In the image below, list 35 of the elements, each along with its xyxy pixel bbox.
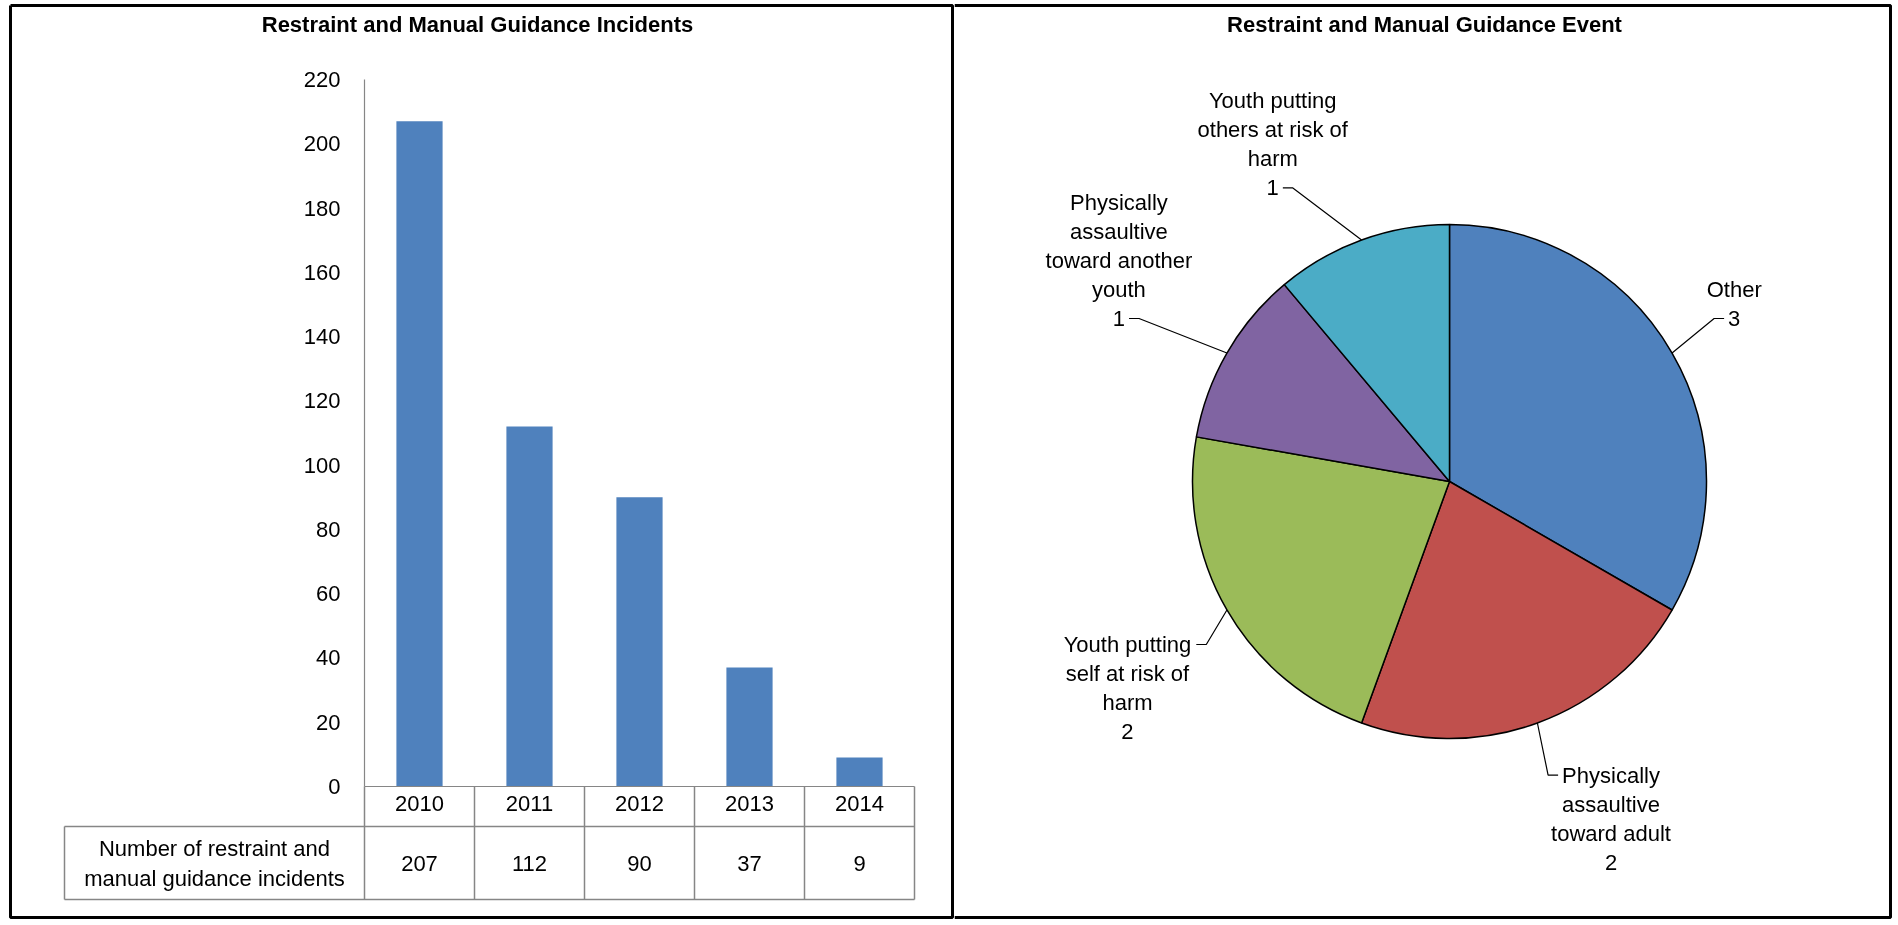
y-tick-label: 200 bbox=[303, 131, 341, 157]
x-tick-label: 2012 bbox=[615, 790, 664, 816]
slice-label: Other bbox=[1706, 277, 1762, 302]
data-label: 207 bbox=[401, 850, 438, 876]
slice-label: Youth putting others at risk of harm bbox=[1197, 88, 1349, 172]
data-label: 9 bbox=[853, 850, 866, 876]
chart-title: Restraint and Manual Guidance Incidents bbox=[261, 12, 694, 37]
y-tick-label: 100 bbox=[303, 452, 341, 478]
y-tick-label: 40 bbox=[316, 645, 341, 671]
y-tick-label: 140 bbox=[303, 324, 341, 350]
y-tick-label: 160 bbox=[303, 259, 341, 285]
data-label: 1 bbox=[1112, 306, 1126, 331]
y-tick-label: 60 bbox=[316, 581, 341, 607]
y-tick-label: 0 bbox=[328, 774, 341, 799]
slice-label: Physically assaultive toward adult bbox=[1551, 762, 1671, 846]
x-tick-label: 2010 bbox=[395, 790, 444, 816]
chart-title: Restraint and Manual Guidance Event bbox=[1227, 12, 1623, 37]
y-tick-label: 120 bbox=[303, 388, 341, 414]
y-tick-label: 180 bbox=[303, 195, 341, 221]
x-tick-label: 2014 bbox=[835, 790, 884, 816]
data-label: 90 bbox=[627, 850, 652, 876]
slice-label: Physically assaultive toward another youth bbox=[1045, 190, 1193, 302]
data-label: 37 bbox=[737, 850, 762, 876]
data-label: 112 bbox=[511, 850, 548, 876]
x-tick-label: 2011 bbox=[505, 790, 554, 816]
data-label: 3 bbox=[1728, 306, 1741, 331]
y-tick-label: 20 bbox=[316, 709, 341, 735]
y-tick-label: 220 bbox=[303, 67, 341, 92]
slice-label: Youth putting self at risk of harm bbox=[1063, 632, 1192, 715]
data-label: 1 bbox=[1266, 175, 1279, 201]
data-label: 2 bbox=[1121, 719, 1134, 744]
y-tick-label: 80 bbox=[316, 516, 341, 542]
data-label: 2 bbox=[1604, 849, 1618, 875]
x-tick-label: 2013 bbox=[725, 790, 774, 816]
text: Number of restraint and manual guidance incidents bbox=[84, 835, 345, 891]
